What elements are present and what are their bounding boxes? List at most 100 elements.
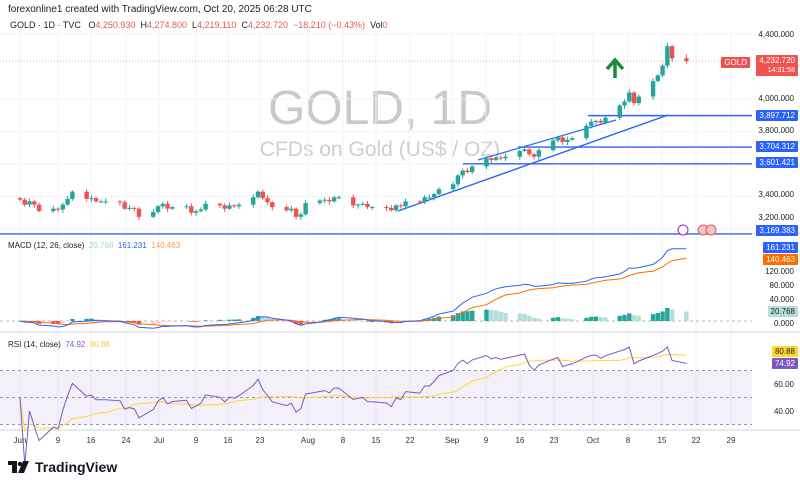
candle-body <box>603 117 608 123</box>
macd-histogram-bar <box>165 321 170 322</box>
candle-body <box>32 201 37 205</box>
macd-histogram-bar <box>565 318 570 321</box>
macd-histogram-bar <box>170 321 175 322</box>
candle-body <box>398 205 403 207</box>
rsi-tick: 60.00 <box>773 380 794 389</box>
candle-body <box>422 197 427 203</box>
candle-body <box>70 191 75 199</box>
candle-body <box>665 46 670 66</box>
candle-body <box>655 75 661 82</box>
candle-body <box>431 194 437 198</box>
o-label: O <box>88 20 96 30</box>
macd-histogram-bar <box>236 319 242 321</box>
candle-body <box>493 157 499 160</box>
candle-body <box>155 206 161 212</box>
macd-histogram-bar <box>622 314 627 321</box>
macd-histogram-bar <box>60 321 66 324</box>
macd-histogram-bar <box>298 321 304 325</box>
candle-body <box>222 205 227 209</box>
candle-body <box>598 120 603 123</box>
macd-histogram-bar <box>336 318 342 321</box>
macd-histogram-bar <box>470 310 475 321</box>
candle-body <box>27 201 32 205</box>
rsi-line <box>19 346 687 466</box>
vol-value: 0 <box>382 20 388 30</box>
macd-histogram-bar <box>498 311 503 321</box>
macd-histogram-bar <box>560 318 565 321</box>
candle-body <box>160 203 165 207</box>
candle-body <box>631 92 637 104</box>
candle-body <box>470 166 475 173</box>
macd-histogram-bar <box>55 321 61 325</box>
macd-histogram-bar <box>484 309 489 321</box>
vol-label: Vol <box>370 20 383 30</box>
candle-body <box>89 198 94 200</box>
candle-body <box>489 158 494 160</box>
candle-body <box>584 125 589 138</box>
rsi-ma-tag: 80.88 <box>771 346 798 357</box>
macd-tag: 161.231 <box>763 242 798 253</box>
macd-histogram-bar <box>360 320 365 322</box>
candle-body <box>331 197 337 202</box>
date-tick: Jun <box>13 436 27 445</box>
watermark-subtitle: CFDs on Gold (US$ / OZ) <box>259 138 501 161</box>
macd-histogram-bar <box>184 320 189 322</box>
candle-body <box>336 197 342 199</box>
macd-title: MACD (12, 26, close) <box>8 241 85 250</box>
date-tick: 9 <box>483 436 489 445</box>
macd-histogram-bar <box>527 315 532 321</box>
macd-histogram-bar <box>603 317 608 321</box>
hist-tag: 20.768 <box>767 306 798 317</box>
macd-histogram-bar <box>355 320 361 321</box>
tradingview-logo[interactable]: TradingView <box>8 459 117 475</box>
credit-text: forexonline1 created with TradingView.co… <box>8 4 312 15</box>
candle-body <box>555 137 561 141</box>
macd-histogram-bar <box>584 317 589 321</box>
macd-histogram-bar <box>151 321 156 325</box>
trend-line <box>397 114 669 212</box>
candle-body <box>403 201 408 207</box>
candle-body <box>127 207 132 209</box>
date-tick: Sep <box>444 436 460 445</box>
candle-body <box>531 154 537 157</box>
date-tick: 29 <box>726 436 736 445</box>
macd-value: 161.231 <box>117 241 147 250</box>
macd-histogram-bar <box>631 315 637 321</box>
candle-body <box>284 207 289 211</box>
candle-body <box>251 197 256 205</box>
macd-histogram-bar <box>593 316 599 321</box>
macd-signal-line <box>19 257 687 327</box>
candle-body <box>669 46 675 59</box>
macd-histogram-bar <box>517 313 522 321</box>
macd-histogram-bar <box>370 321 375 322</box>
candle-body <box>93 198 99 202</box>
macd-histogram-bar <box>669 309 675 321</box>
price-tick: 4,000.000 <box>758 94 794 103</box>
candle-body <box>103 201 108 203</box>
macd-histogram-bar <box>284 321 289 322</box>
candle-body <box>232 205 237 207</box>
macd-histogram-bar <box>51 321 56 324</box>
macd-histogram-bar <box>132 321 137 324</box>
candle-body <box>355 204 361 206</box>
candle-body <box>436 189 442 195</box>
candle-body <box>365 203 370 208</box>
symbol-label[interactable]: GOLD · 1D · TVC <box>10 20 81 30</box>
signal-tag: 140.463 <box>763 254 798 265</box>
candle-body <box>217 203 223 206</box>
high-value: 4,274.800 <box>146 20 187 30</box>
date-tick: 16 <box>86 436 96 445</box>
candle-body <box>389 207 394 211</box>
macd-histogram-bar <box>460 311 465 321</box>
candle-body <box>560 137 565 143</box>
level-tag: 3,897.712 <box>756 110 798 121</box>
macd-histogram-bar <box>393 321 399 323</box>
macd-histogram-bar <box>489 309 494 321</box>
macd-histogram-bar <box>550 317 556 321</box>
macd-line <box>19 248 687 329</box>
candle-body <box>527 149 532 155</box>
macd-histogram-bar <box>617 315 622 321</box>
candle-body <box>460 170 465 176</box>
date-tick: 24 <box>121 436 131 445</box>
